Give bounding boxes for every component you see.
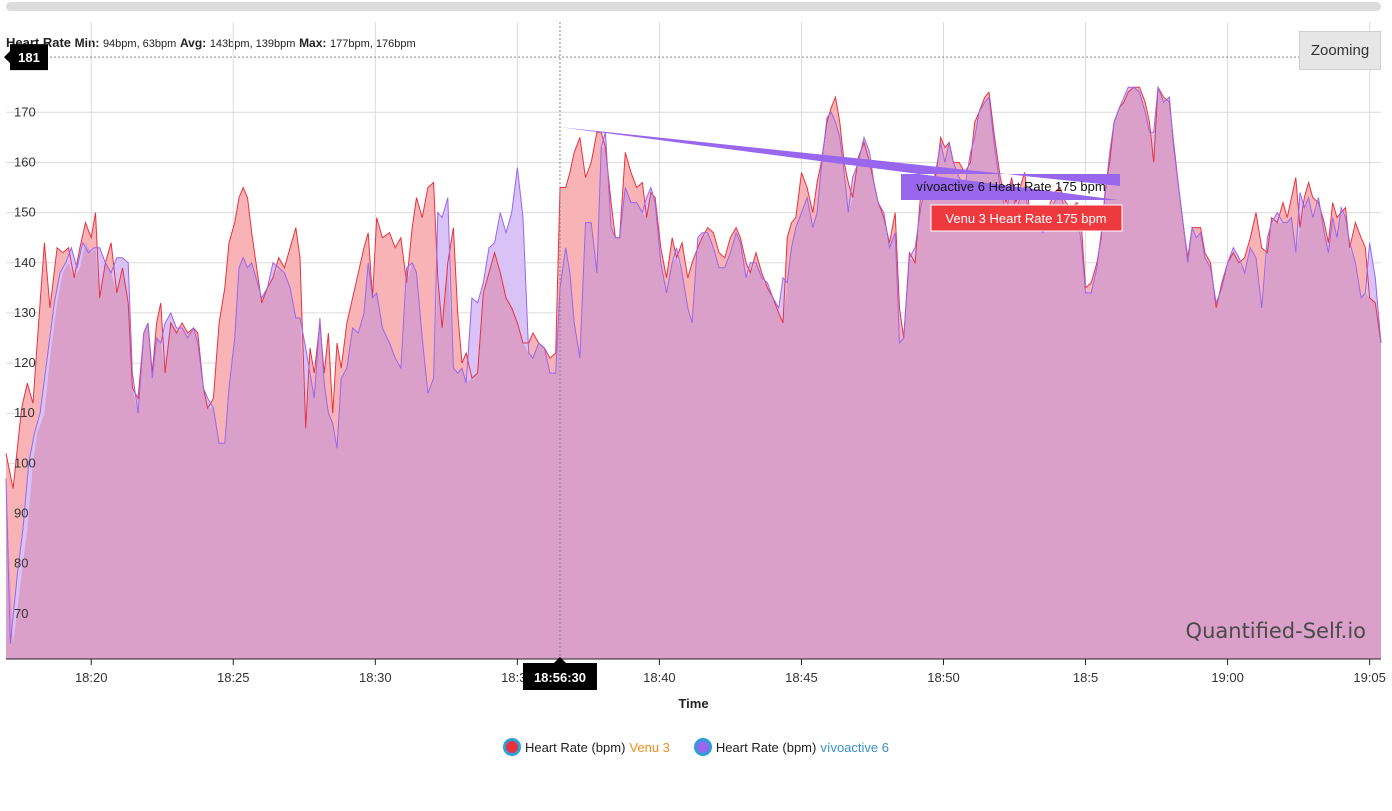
x-tick-label: 18:25 xyxy=(217,670,250,685)
chart-legend: Heart Rate (bpm) Venu 3 Heart Rate (bpm)… xyxy=(0,738,1392,756)
chart-crosshair: 181 18:56:30 xyxy=(4,22,1381,690)
x-tick-label: 18:45 xyxy=(785,670,818,685)
tooltip-venu3-box xyxy=(930,204,1123,232)
x-cursor-value: 18:56:30 xyxy=(534,670,586,685)
y-tick-label: 110 xyxy=(14,405,35,420)
legend-item-vivoactive6[interactable]: Heart Rate (bpm) vívoactive 6 xyxy=(693,738,889,756)
y-tick-label: 90 xyxy=(14,506,28,521)
y-tick-label: 130 xyxy=(14,305,36,320)
legend-device: vívoactive 6 xyxy=(820,739,889,755)
vivoactive6-line xyxy=(5,86,1382,645)
x-tick-label: 18:40 xyxy=(643,670,676,685)
tooltip-vivoactive6-box xyxy=(558,127,1120,200)
x-tick-label: 18:20 xyxy=(75,670,108,685)
min-label: Min: xyxy=(74,36,100,50)
max-label: Max: xyxy=(299,36,327,50)
avg-value: 143bpm, 139bpm xyxy=(209,38,296,50)
tooltip-venu3-text: Venu 3 Heart Rate 175 bpm xyxy=(945,211,1106,226)
y-tick-label: 100 xyxy=(14,455,36,470)
chart-axes: 70 80 90 100 110 120 130 140 150 160 170 18:20 18:25… xyxy=(6,104,1386,711)
horizontal-scrollbar[interactable] xyxy=(6,2,1381,11)
y-tick-label: 70 xyxy=(14,606,28,621)
x-tick-label: 19:05 xyxy=(1353,670,1386,685)
chart-tooltips: vívoactive 6 Heart Rate 175 bpm Venu 3 He… xyxy=(558,127,1123,232)
y-tick-label: 120 xyxy=(14,355,36,370)
overlap-area xyxy=(6,87,1381,659)
y-tick-label: 160 xyxy=(14,154,36,169)
y-cursor-value: 181 xyxy=(18,50,40,65)
zooming-button[interactable]: Zooming xyxy=(1299,31,1381,70)
y-tick-label: 140 xyxy=(14,255,36,270)
x-axis-title: Time xyxy=(678,696,708,711)
legend-item-venu3[interactable]: Heart Rate (bpm) Venu 3 xyxy=(503,738,670,756)
legend-label: Heart Rate (bpm) xyxy=(715,739,817,755)
avg-label: Avg: xyxy=(179,36,207,50)
legend-device: Venu 3 xyxy=(629,739,670,755)
x-tick-label: 18:5 xyxy=(1073,670,1098,685)
watermark: Quantified-Self.io xyxy=(1186,619,1366,643)
y-cursor-badge xyxy=(4,44,48,71)
max-value: 177bpm, 176bpm xyxy=(330,38,416,50)
chart-stats-header: Heart Rate Min: 94bpm, 63bpm Avg: 143bpm… xyxy=(6,35,416,50)
x-tick-label: 18:30 xyxy=(359,670,392,685)
y-tick-label: 170 xyxy=(14,104,36,119)
min-value: 94bpm, 63bpm xyxy=(102,38,177,50)
chart-series-lines xyxy=(5,85,1382,645)
y-tick-label: 80 xyxy=(14,556,28,571)
x-tick-label: 18:50 xyxy=(927,670,960,685)
legend-label: Heart Rate (bpm) xyxy=(525,739,626,755)
tooltip-vivoactive6-text: vívoactive 6 Heart Rate 175 bpm xyxy=(916,179,1105,194)
heart-rate-chart[interactable]: 70 80 90 100 110 120 130 140 150 160 170 18:20 18:25… xyxy=(0,0,1392,730)
x-tick-label: 19:00 xyxy=(1211,670,1244,685)
y-tick-label: 150 xyxy=(14,205,36,220)
legend-dot-icon xyxy=(503,738,521,756)
legend-dot-icon xyxy=(693,738,712,756)
chart-series-areas xyxy=(6,87,1381,659)
x-cursor-badge xyxy=(522,657,597,690)
